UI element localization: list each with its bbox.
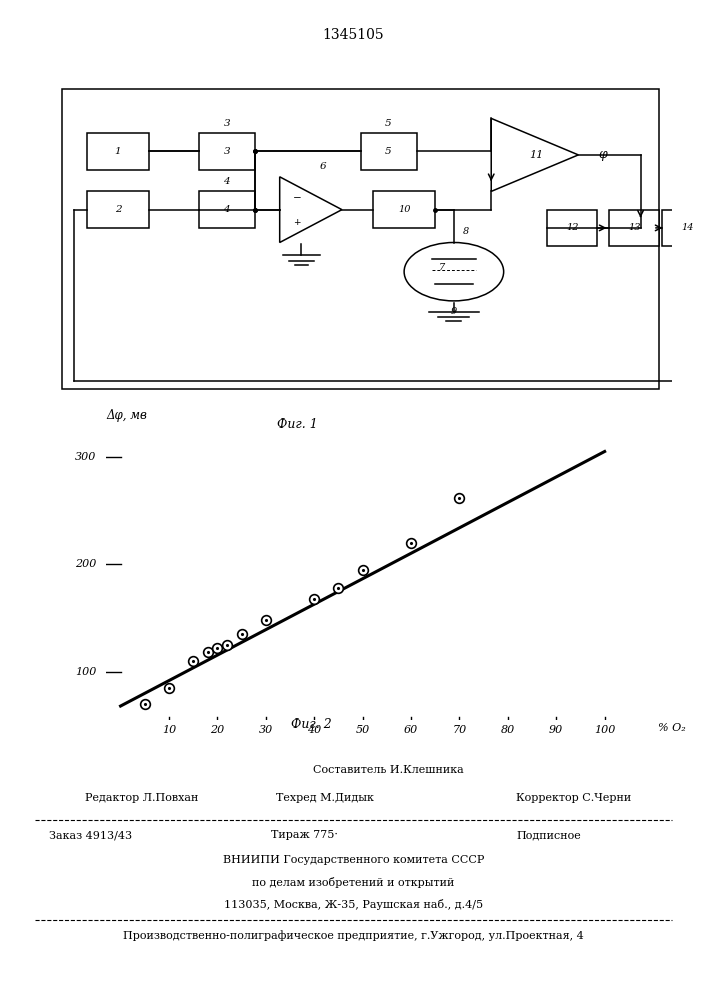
Polygon shape bbox=[491, 118, 578, 191]
Text: 4: 4 bbox=[223, 205, 230, 214]
Text: Подписное: Подписное bbox=[516, 830, 581, 840]
Text: 10: 10 bbox=[162, 725, 176, 735]
FancyBboxPatch shape bbox=[547, 210, 597, 246]
Text: 3: 3 bbox=[223, 119, 230, 128]
Text: Δφ, мв: Δφ, мв bbox=[106, 409, 147, 422]
Text: 60: 60 bbox=[404, 725, 418, 735]
Text: 1345105: 1345105 bbox=[322, 28, 385, 42]
FancyBboxPatch shape bbox=[361, 133, 416, 169]
Text: 11: 11 bbox=[530, 150, 544, 160]
Text: Техред М.Дидык: Техред М.Дидык bbox=[276, 793, 374, 803]
Text: Фиг. 1: Фиг. 1 bbox=[276, 418, 317, 431]
Text: 8: 8 bbox=[463, 227, 469, 236]
Text: 1: 1 bbox=[115, 147, 121, 156]
Text: ВНИИПИ Государственного комитета СССР: ВНИИПИ Государственного комитета СССР bbox=[223, 855, 484, 865]
Text: +: + bbox=[293, 218, 301, 227]
FancyBboxPatch shape bbox=[87, 191, 149, 228]
Text: −: − bbox=[293, 193, 301, 203]
FancyBboxPatch shape bbox=[373, 191, 436, 228]
Text: 5: 5 bbox=[385, 147, 392, 156]
FancyBboxPatch shape bbox=[199, 133, 255, 169]
Text: Составитель И.Клешника: Составитель И.Клешника bbox=[313, 765, 464, 775]
FancyBboxPatch shape bbox=[609, 210, 659, 246]
Text: Тираж 775·: Тираж 775· bbox=[271, 830, 337, 840]
Text: Редактор Л.Повхан: Редактор Л.Повхан bbox=[85, 793, 198, 803]
Text: 90: 90 bbox=[549, 725, 563, 735]
Text: 5: 5 bbox=[385, 119, 392, 128]
Text: 200: 200 bbox=[75, 559, 96, 569]
Circle shape bbox=[404, 242, 503, 301]
Text: Заказ 4913/43: Заказ 4913/43 bbox=[49, 830, 133, 840]
Text: 4: 4 bbox=[223, 177, 230, 186]
Text: 7: 7 bbox=[438, 263, 445, 272]
Text: 100: 100 bbox=[594, 725, 615, 735]
Text: по делам изобретений и открытий: по делам изобретений и открытий bbox=[252, 877, 455, 888]
Text: 14: 14 bbox=[681, 223, 694, 232]
FancyBboxPatch shape bbox=[662, 210, 707, 246]
Text: 9: 9 bbox=[451, 307, 457, 316]
Text: 300: 300 bbox=[75, 452, 96, 462]
Text: 70: 70 bbox=[452, 725, 467, 735]
Text: % O₂: % O₂ bbox=[658, 723, 686, 733]
Text: Производственно-полиграфическое предприятие, г.Ужгород, ул.Проектная, 4: Производственно-полиграфическое предприя… bbox=[123, 930, 584, 941]
Text: Корректор С.Черни: Корректор С.Черни bbox=[516, 793, 631, 803]
Text: 80: 80 bbox=[501, 725, 515, 735]
Text: 6: 6 bbox=[320, 162, 327, 171]
Text: 3: 3 bbox=[223, 147, 230, 156]
Text: Фиг. 2: Фиг. 2 bbox=[291, 718, 332, 731]
Text: 10: 10 bbox=[398, 205, 410, 214]
Text: 13: 13 bbox=[628, 223, 641, 232]
Text: 2: 2 bbox=[115, 205, 121, 214]
Text: 30: 30 bbox=[259, 725, 273, 735]
FancyBboxPatch shape bbox=[199, 191, 255, 228]
Text: 100: 100 bbox=[75, 667, 96, 677]
Text: 12: 12 bbox=[566, 223, 578, 232]
Text: 50: 50 bbox=[356, 725, 370, 735]
FancyBboxPatch shape bbox=[87, 133, 149, 169]
Text: 113035, Москва, Ж-35, Раушская наб., д.4/5: 113035, Москва, Ж-35, Раушская наб., д.4… bbox=[224, 899, 483, 910]
Polygon shape bbox=[280, 177, 342, 242]
Text: 40: 40 bbox=[307, 725, 321, 735]
Text: 20: 20 bbox=[210, 725, 225, 735]
Text: φ: φ bbox=[599, 148, 607, 161]
